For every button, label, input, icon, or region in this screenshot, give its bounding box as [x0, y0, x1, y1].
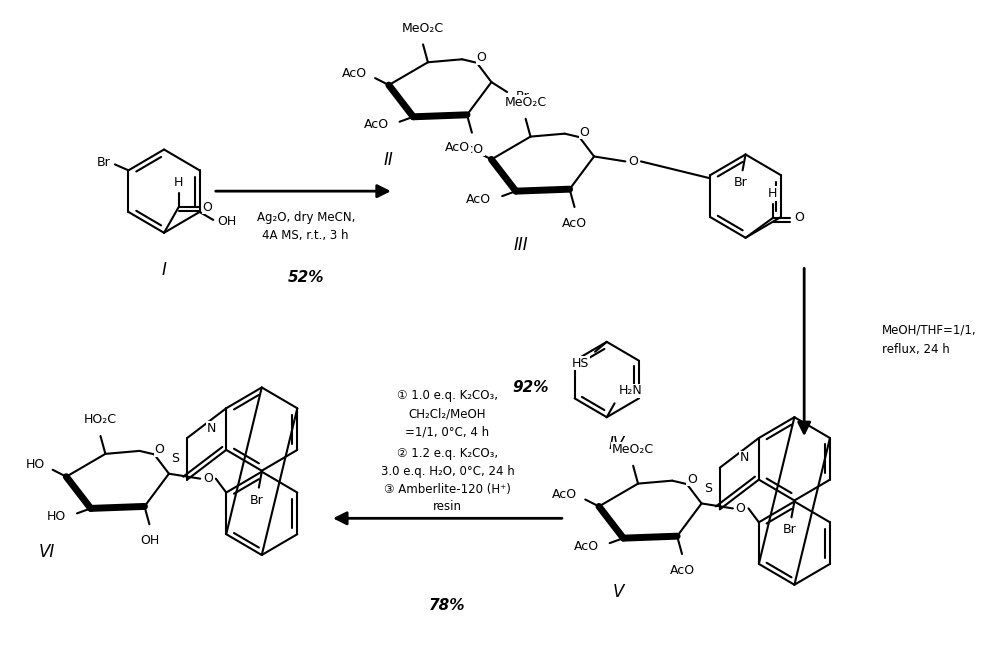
Text: Br: Br [250, 494, 264, 507]
Text: resin: resin [433, 500, 462, 513]
Text: AcO: AcO [445, 141, 470, 154]
Text: O: O [579, 126, 589, 139]
Text: MeO₂C: MeO₂C [612, 443, 654, 456]
Text: 78%: 78% [429, 597, 466, 612]
Text: HO: HO [26, 458, 45, 471]
Text: HO: HO [47, 510, 66, 523]
Text: IV: IV [608, 435, 625, 453]
Text: CH₂Cl₂/MeOH: CH₂Cl₂/MeOH [409, 408, 486, 421]
Text: S: S [704, 482, 712, 495]
Text: N: N [740, 452, 749, 465]
Text: ③ Amberlite-120 (H⁺): ③ Amberlite-120 (H⁺) [384, 483, 511, 496]
Text: VI: VI [39, 543, 55, 561]
Text: O: O [477, 51, 487, 64]
Text: ① 1.0 e.q. K₂CO₃,: ① 1.0 e.q. K₂CO₃, [397, 389, 498, 402]
Text: 3.0 e.q. H₂O, 0°C, 24 h: 3.0 e.q. H₂O, 0°C, 24 h [381, 465, 514, 478]
Text: AcO: AcO [574, 540, 599, 553]
Text: O: O [736, 502, 746, 515]
Text: O: O [203, 472, 213, 485]
Text: I: I [162, 260, 166, 279]
Text: H₂N: H₂N [618, 384, 642, 397]
Text: OH: OH [140, 534, 159, 547]
Text: O: O [687, 472, 697, 485]
Text: O: O [628, 155, 638, 168]
Text: III: III [513, 236, 528, 254]
Text: MeO₂C: MeO₂C [505, 96, 547, 109]
Text: AcO: AcO [669, 564, 695, 577]
Text: N: N [207, 422, 216, 435]
Text: AcO: AcO [562, 217, 587, 230]
Text: AcO: AcO [459, 143, 484, 156]
Text: II: II [384, 152, 394, 170]
Text: Br: Br [734, 176, 748, 189]
Text: 4A MS, r.t., 3 h: 4A MS, r.t., 3 h [262, 229, 349, 242]
Text: V: V [613, 583, 624, 601]
Text: H: H [174, 176, 183, 189]
Text: O: O [202, 200, 212, 214]
Text: Ag₂O, dry MeCN,: Ag₂O, dry MeCN, [257, 211, 355, 224]
Text: Br: Br [97, 156, 111, 169]
Text: 52%: 52% [287, 270, 324, 286]
Text: MeO₂C: MeO₂C [402, 21, 444, 34]
Text: ② 1.2 e.q. K₂CO₃,: ② 1.2 e.q. K₂CO₃, [397, 447, 498, 460]
Text: O: O [794, 211, 804, 224]
Text: 92%: 92% [512, 380, 549, 395]
Text: AcO: AcO [364, 118, 389, 132]
Text: =1/1, 0°C, 4 h: =1/1, 0°C, 4 h [405, 425, 490, 438]
Text: OH: OH [217, 215, 236, 228]
Text: MeOH/THF=1/1,: MeOH/THF=1/1, [882, 323, 977, 336]
Text: AcO: AcO [552, 488, 577, 501]
Text: AcO: AcO [342, 67, 367, 80]
Text: HO₂C: HO₂C [84, 413, 117, 426]
Text: Br: Br [516, 91, 530, 104]
Text: AcO: AcO [466, 192, 491, 205]
Text: Br: Br [783, 524, 796, 537]
Text: HS: HS [572, 356, 589, 370]
Text: H: H [768, 187, 778, 200]
Text: O: O [154, 443, 164, 456]
Text: reflux, 24 h: reflux, 24 h [882, 343, 950, 356]
Text: S: S [171, 452, 179, 465]
